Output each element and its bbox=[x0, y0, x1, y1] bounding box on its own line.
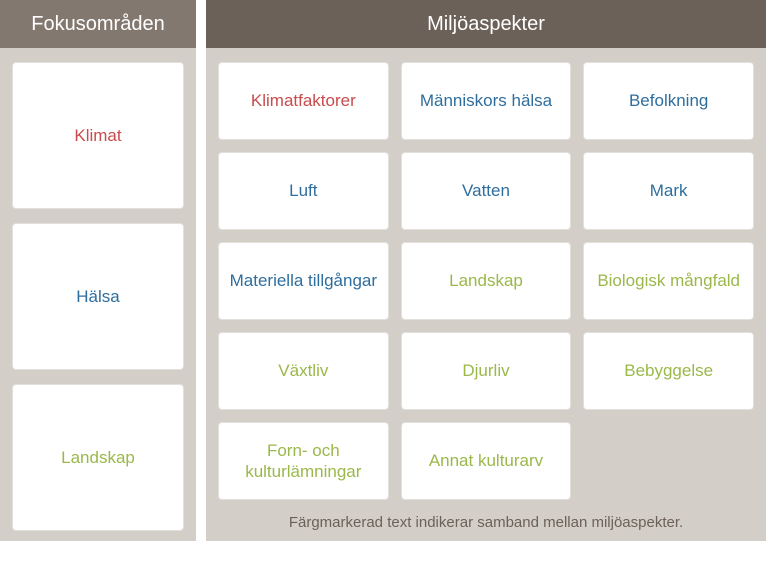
focus-card: Landskap bbox=[12, 384, 184, 531]
focus-column: Fokusområden KlimatHälsaLandskap bbox=[0, 0, 196, 541]
aspect-card: Mark bbox=[583, 152, 754, 230]
aspect-card: Landskap bbox=[401, 242, 572, 320]
aspects-header: Miljöaspekter bbox=[206, 0, 766, 48]
aspect-card: Forn- och kulturlämningar bbox=[218, 422, 389, 500]
aspect-card: Människors hälsa bbox=[401, 62, 572, 140]
aspect-card: Luft bbox=[218, 152, 389, 230]
aspect-card: Bebyggelse bbox=[583, 332, 754, 410]
focus-card: Hälsa bbox=[12, 223, 184, 370]
focus-card: Klimat bbox=[12, 62, 184, 209]
focus-header: Fokusområden bbox=[0, 0, 196, 48]
footnote-text: Färgmarkerad text indikerar samband mell… bbox=[218, 514, 754, 531]
aspect-card: Vatten bbox=[401, 152, 572, 230]
aspects-column: Miljöaspekter KlimatfaktorerMänniskors h… bbox=[206, 0, 766, 541]
aspect-card: Befolkning bbox=[583, 62, 754, 140]
aspect-card: Växtliv bbox=[218, 332, 389, 410]
diagram-root: Fokusområden KlimatHälsaLandskap Miljöas… bbox=[0, 0, 774, 541]
aspect-card: Materiella tillgångar bbox=[218, 242, 389, 320]
aspects-grid: KlimatfaktorerMänniskors hälsaBefolkning… bbox=[218, 62, 754, 500]
aspect-card: Djurliv bbox=[401, 332, 572, 410]
aspect-card: Annat kulturarv bbox=[401, 422, 572, 500]
aspect-card: Biologisk mångfald bbox=[583, 242, 754, 320]
aspects-body: KlimatfaktorerMänniskors hälsaBefolkning… bbox=[206, 48, 766, 541]
aspect-card: Klimatfaktorer bbox=[218, 62, 389, 140]
focus-body: KlimatHälsaLandskap bbox=[0, 48, 196, 541]
